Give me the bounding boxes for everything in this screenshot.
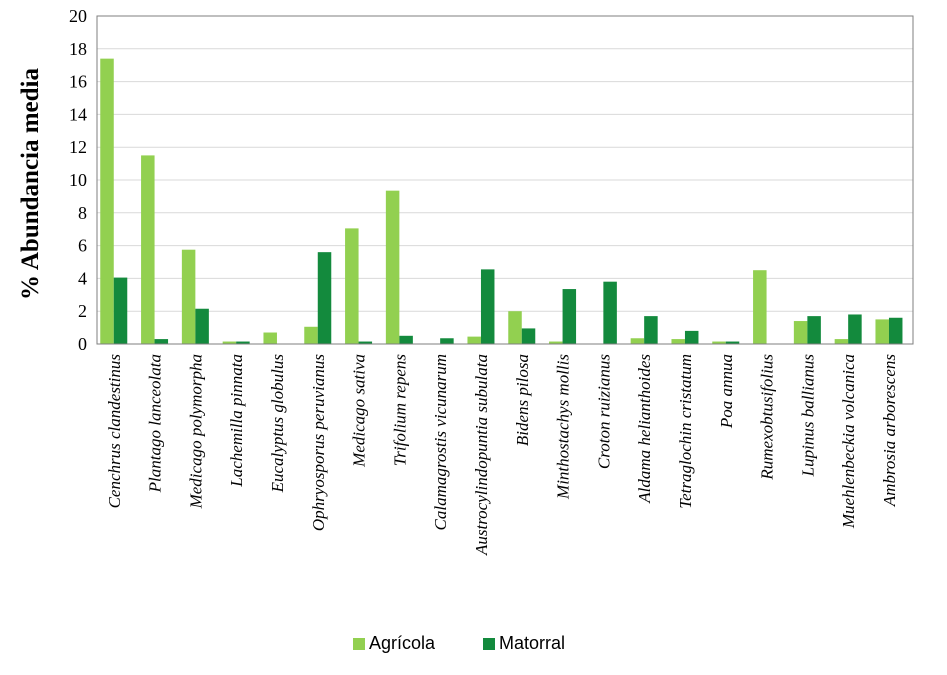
y-tick-label: 6: [78, 236, 87, 256]
x-axis-categories: Cenchrus clandestinus Plantago lanceolata…: [105, 354, 899, 556]
y-tick-label: 10: [69, 170, 87, 190]
bar-agricola: [222, 341, 237, 344]
legend-swatch: [483, 638, 495, 650]
bar-matorral: [521, 328, 536, 344]
plot-area-frame: [96, 15, 914, 345]
x-category-label: Eucalyptus globulus: [268, 354, 287, 494]
bar-agricola: [549, 341, 563, 344]
bar-agricola: [304, 326, 318, 344]
bar-agricola: [671, 339, 685, 344]
bar-agricola: [181, 249, 196, 344]
bar-agricola: [834, 339, 849, 344]
bar-matorral: [399, 335, 413, 344]
bar-matorral: [195, 308, 209, 344]
bar-matorral: [358, 341, 373, 344]
bar-matorral: [236, 341, 250, 344]
x-category-label: Ophryosporus peruvianus: [309, 354, 328, 531]
legend: Agrícola Matorral: [353, 633, 565, 653]
x-category-label: Medicago sativa: [350, 354, 369, 468]
x-category-label: Medicago polymorpha: [186, 354, 205, 509]
x-category-label: Ambrosia arborescens: [880, 354, 899, 508]
legend-label: Agrícola: [369, 633, 436, 653]
legend-label: Matorral: [499, 633, 565, 653]
x-category-label: Trifolium repens: [390, 354, 409, 467]
bar-matorral: [440, 338, 454, 344]
x-category-label: Calamagrostis vicunarum: [431, 354, 450, 530]
x-category-label: Plantago lanceolata: [146, 354, 165, 493]
y-tick-label: 0: [78, 334, 87, 354]
bar-matorral: [154, 339, 169, 344]
bar-matorral: [113, 277, 128, 344]
bar-agricola: [508, 311, 522, 344]
x-category-label: Lachemilla pinnata: [227, 354, 246, 488]
bar-matorral: [684, 330, 699, 344]
y-tick-label: 20: [69, 6, 87, 26]
y-tick-label: 16: [69, 72, 87, 92]
bar-matorral: [848, 314, 862, 344]
bar-agricola: [345, 228, 359, 344]
bar-agricola: [712, 341, 726, 344]
bar-agricola: [467, 336, 481, 344]
x-category-label: Tetraglochin cristatum: [676, 354, 695, 509]
x-category-label: Lupinus ballianus: [798, 354, 817, 478]
legend-swatch: [353, 638, 365, 650]
bar-matorral: [562, 289, 577, 344]
y-axis-ticks: 0 2 4 6 8 10 12 14 16 18 20: [69, 6, 87, 354]
bar-agricola: [385, 190, 400, 344]
x-category-label: Cenchrus clandestinus: [105, 354, 124, 509]
bar-matorral: [603, 281, 617, 344]
bar-agricola: [100, 58, 114, 344]
gridlines: [97, 48, 913, 312]
bar-agricola: [263, 332, 277, 344]
x-category-label: Minthostachys mollis: [554, 354, 573, 500]
x-category-label: Croton ruizianus: [594, 354, 613, 469]
x-category-label: Rumexobtusifolius: [758, 354, 777, 481]
bar-matorral: [317, 252, 332, 344]
y-tick-label: 12: [69, 137, 87, 157]
bar-agricola: [630, 338, 645, 344]
bar-matorral: [807, 316, 821, 344]
bar-agricola: [141, 155, 155, 344]
x-category-label: Aldama helianthoides: [635, 354, 654, 504]
bar-matorral: [480, 269, 495, 344]
bar-agricola: [753, 270, 767, 344]
y-tick-label: 8: [78, 203, 87, 223]
y-tick-label: 2: [78, 301, 87, 321]
y-axis-label: % Abundancia media: [17, 68, 44, 301]
bar-matorral: [725, 341, 740, 344]
y-tick-label: 4: [78, 268, 87, 288]
y-tick-label: 14: [69, 104, 87, 124]
x-category-label: Austrocylindopuntia subulata: [472, 354, 491, 556]
bars: [100, 58, 903, 344]
bar-agricola: [875, 319, 889, 344]
x-category-label: Muehlenbeckia volcanica: [839, 354, 858, 529]
bar-matorral: [888, 317, 903, 344]
bar-agricola: [793, 321, 808, 344]
bar-matorral: [644, 316, 658, 344]
x-category-label: Bidens pilosa: [513, 354, 532, 446]
x-category-label: Poa annua: [717, 354, 736, 429]
y-tick-label: 18: [69, 39, 87, 59]
